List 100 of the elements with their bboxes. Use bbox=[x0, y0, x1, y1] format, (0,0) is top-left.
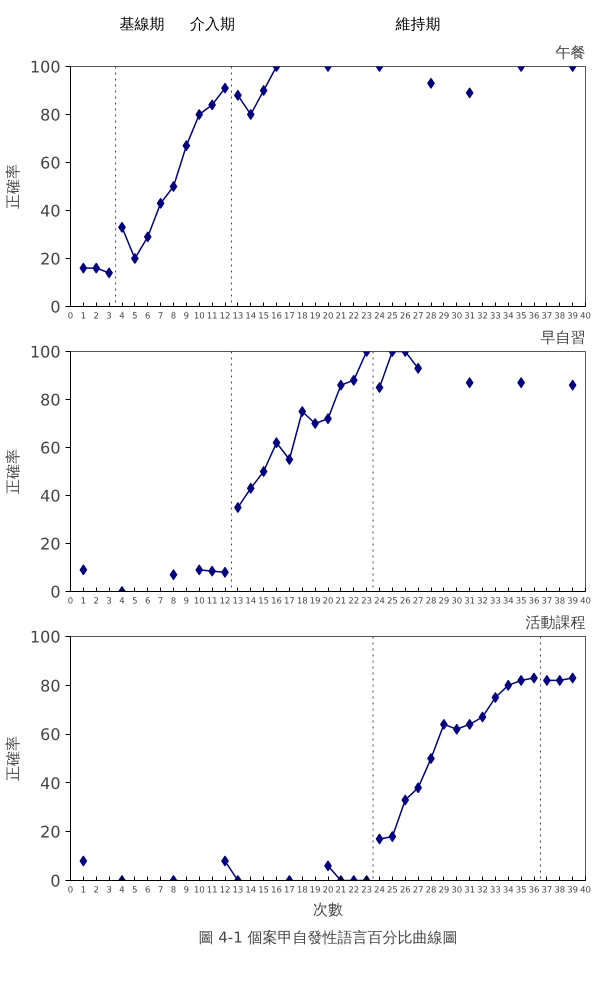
y-tick-label: 20 bbox=[40, 534, 60, 554]
x-tick-label: 22 bbox=[348, 886, 360, 896]
chart-title: 早自習 bbox=[540, 328, 586, 346]
x-tick-label: 18 bbox=[296, 886, 308, 896]
x-tick-label: 17 bbox=[284, 312, 295, 322]
x-tick-label: 37 bbox=[541, 596, 552, 606]
x-tick-label: 12 bbox=[220, 886, 230, 896]
y-tick-label: 60 bbox=[40, 725, 60, 744]
y-tick-label: 60 bbox=[40, 438, 60, 458]
x-tick-label: 25 bbox=[386, 596, 398, 606]
x-tick-label: 20 bbox=[322, 886, 334, 896]
x-tick-label: 27 bbox=[412, 312, 424, 322]
x-tick-label: 26 bbox=[400, 312, 411, 322]
x-tick-label: 29 bbox=[438, 312, 450, 322]
x-tick-label: 39 bbox=[567, 312, 578, 322]
x-tick-label: 15 bbox=[258, 312, 270, 322]
x-tick-label: 4 bbox=[119, 596, 125, 606]
x-tick-label: 30 bbox=[451, 886, 462, 896]
x-tick-label: 26 bbox=[400, 886, 411, 896]
x-tick-label: 3 bbox=[106, 312, 112, 322]
x-tick-label: 6 bbox=[145, 886, 150, 896]
x-tick-label: 38 bbox=[554, 886, 566, 896]
x-tick-label: 28 bbox=[426, 312, 436, 322]
x-tick-label: 0 bbox=[68, 312, 74, 322]
x-tick-label: 35 bbox=[516, 596, 527, 606]
x-tick-label: 25 bbox=[386, 886, 398, 896]
x-tick-label: 16 bbox=[271, 596, 282, 606]
x-tick-label: 23 bbox=[361, 886, 372, 896]
x-tick-label: 21 bbox=[335, 312, 346, 322]
x-tick-label: 18 bbox=[296, 312, 308, 322]
y-axis-title: 正確率 bbox=[4, 449, 22, 494]
x-tick-label: 1 bbox=[80, 596, 86, 606]
x-tick-label: 21 bbox=[335, 886, 346, 896]
x-tick-label: 6 bbox=[145, 596, 150, 606]
x-tick-label: 24 bbox=[374, 596, 385, 606]
x-tick-label: 34 bbox=[502, 596, 514, 606]
x-tick-label: 5 bbox=[132, 312, 138, 322]
caption: 圖 4-1 個案甲自發性語言百分比曲線圖 bbox=[198, 928, 458, 946]
x-tick-label: 25 bbox=[386, 312, 398, 322]
x-tick-label: 19 bbox=[310, 886, 321, 896]
x-tick-label: 31 bbox=[464, 596, 476, 606]
x-tick-label: 0 bbox=[68, 886, 74, 896]
x-tick-label: 13 bbox=[232, 312, 244, 322]
x-tick-label: 15 bbox=[258, 886, 270, 896]
x-tick-label: 8 bbox=[170, 312, 176, 322]
text: 維持期 bbox=[394, 14, 440, 33]
x-tick-label: 39 bbox=[567, 886, 578, 896]
x-tick-label: 5 bbox=[132, 886, 138, 896]
x-tick-label: 2 bbox=[94, 312, 99, 322]
x-tick-label: 36 bbox=[528, 886, 540, 896]
x-tick-label: 9 bbox=[184, 886, 190, 896]
x-tick-label: 33 bbox=[490, 886, 501, 896]
y-tick-label: 20 bbox=[40, 250, 60, 268]
y-axis-title: 正確率 bbox=[4, 736, 22, 781]
x-tick-label: 23 bbox=[361, 596, 372, 606]
x-tick-label: 14 bbox=[245, 886, 256, 896]
x-tick-label: 17 bbox=[284, 886, 295, 896]
y-axis-title: 正確率 bbox=[4, 164, 22, 209]
x-tick-label: 18 bbox=[296, 596, 308, 606]
x-tick-label: 36 bbox=[528, 596, 540, 606]
x-tick-label: 3 bbox=[106, 596, 112, 606]
y-tick-label: 80 bbox=[40, 390, 60, 410]
x-tick-label: 11 bbox=[206, 886, 218, 896]
x-tick-label: 24 bbox=[374, 312, 385, 322]
x-tick-label: 31 bbox=[464, 312, 476, 322]
x-tick-label: 33 bbox=[490, 312, 501, 322]
x-tick-label: 37 bbox=[541, 886, 552, 896]
x-tick-label: 27 bbox=[412, 886, 424, 896]
x-tick-label: 9 bbox=[184, 312, 190, 322]
x-tick-label: 11 bbox=[206, 312, 218, 322]
x-tick-label: 10 bbox=[194, 596, 205, 606]
x-tick-label: 28 bbox=[426, 596, 436, 606]
text: 介入期 bbox=[190, 14, 235, 33]
x-tick-label: 35 bbox=[516, 312, 527, 322]
x-tick-label: 9 bbox=[184, 596, 190, 606]
x-tick-label: 10 bbox=[194, 312, 205, 322]
x-tick-label: 30 bbox=[451, 596, 462, 606]
y-tick-label: 100 bbox=[30, 58, 61, 76]
y-tick-label: 100 bbox=[30, 628, 61, 646]
x-tick-label: 13 bbox=[232, 886, 244, 896]
x-tick-label: 33 bbox=[490, 596, 501, 606]
x-tick-label: 16 bbox=[271, 312, 282, 322]
x-axis-title: 次數 bbox=[313, 900, 343, 918]
chart-title: 午餐 bbox=[556, 44, 586, 62]
x-tick-label: 1 bbox=[80, 312, 86, 322]
x-tick-label: 1 bbox=[80, 886, 86, 896]
x-tick-label: 8 bbox=[170, 596, 176, 606]
y-tick-label: 100 bbox=[30, 342, 61, 362]
x-tick-label: 37 bbox=[541, 312, 552, 322]
x-tick-label: 16 bbox=[271, 886, 282, 896]
x-tick-label: 32 bbox=[477, 886, 488, 896]
x-tick-label: 30 bbox=[451, 312, 462, 322]
x-tick-label: 17 bbox=[284, 596, 295, 606]
x-tick-label: 2 bbox=[94, 596, 99, 606]
x-tick-label: 4 bbox=[119, 886, 125, 896]
x-tick-label: 26 bbox=[400, 596, 411, 606]
y-tick-label: 40 bbox=[40, 202, 60, 220]
x-tick-label: 40 bbox=[580, 886, 591, 896]
x-tick-label: 21 bbox=[335, 596, 346, 606]
y-tick-label: 40 bbox=[40, 774, 60, 793]
